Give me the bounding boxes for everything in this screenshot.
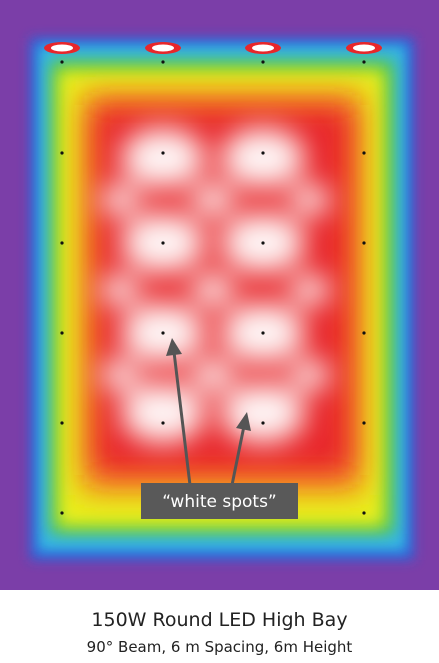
luminaire-dot [362,60,366,64]
luminaire-dot [261,331,265,335]
luminaire-positions [60,60,366,515]
luminaire-dot [362,421,366,425]
annotation-box [141,483,298,519]
luminaire-dot [60,331,64,335]
luminaire-dot [261,421,265,425]
luminaire-dot [362,151,366,155]
luminaire-dot [362,511,366,515]
luminaire-dot [161,60,165,64]
luminaire-dot [362,331,366,335]
annotation-label: “white spots” [162,492,277,512]
luminaire-dot [261,60,265,64]
caption-title: 150W Round LED High Bay [91,609,348,631]
luminaire-dot [161,331,165,335]
luminaire-dot [261,151,265,155]
illuminance-plot: “white spots” [0,0,439,590]
luminaire-dot [161,151,165,155]
annotation-arrows [166,338,251,486]
luminaire-dot [261,241,265,245]
luminaire-dot [161,241,165,245]
luminaire-dot [60,241,64,245]
luminaire-dot [60,151,64,155]
luminaire-dot [60,511,64,515]
caption-subtitle: 90° Beam, 6 m Spacing, 6m Height [86,638,353,656]
luminaire-dot [161,421,165,425]
luminaire-dot [60,60,64,64]
luminaire-dot [60,421,64,425]
luminaire-dot [362,241,366,245]
